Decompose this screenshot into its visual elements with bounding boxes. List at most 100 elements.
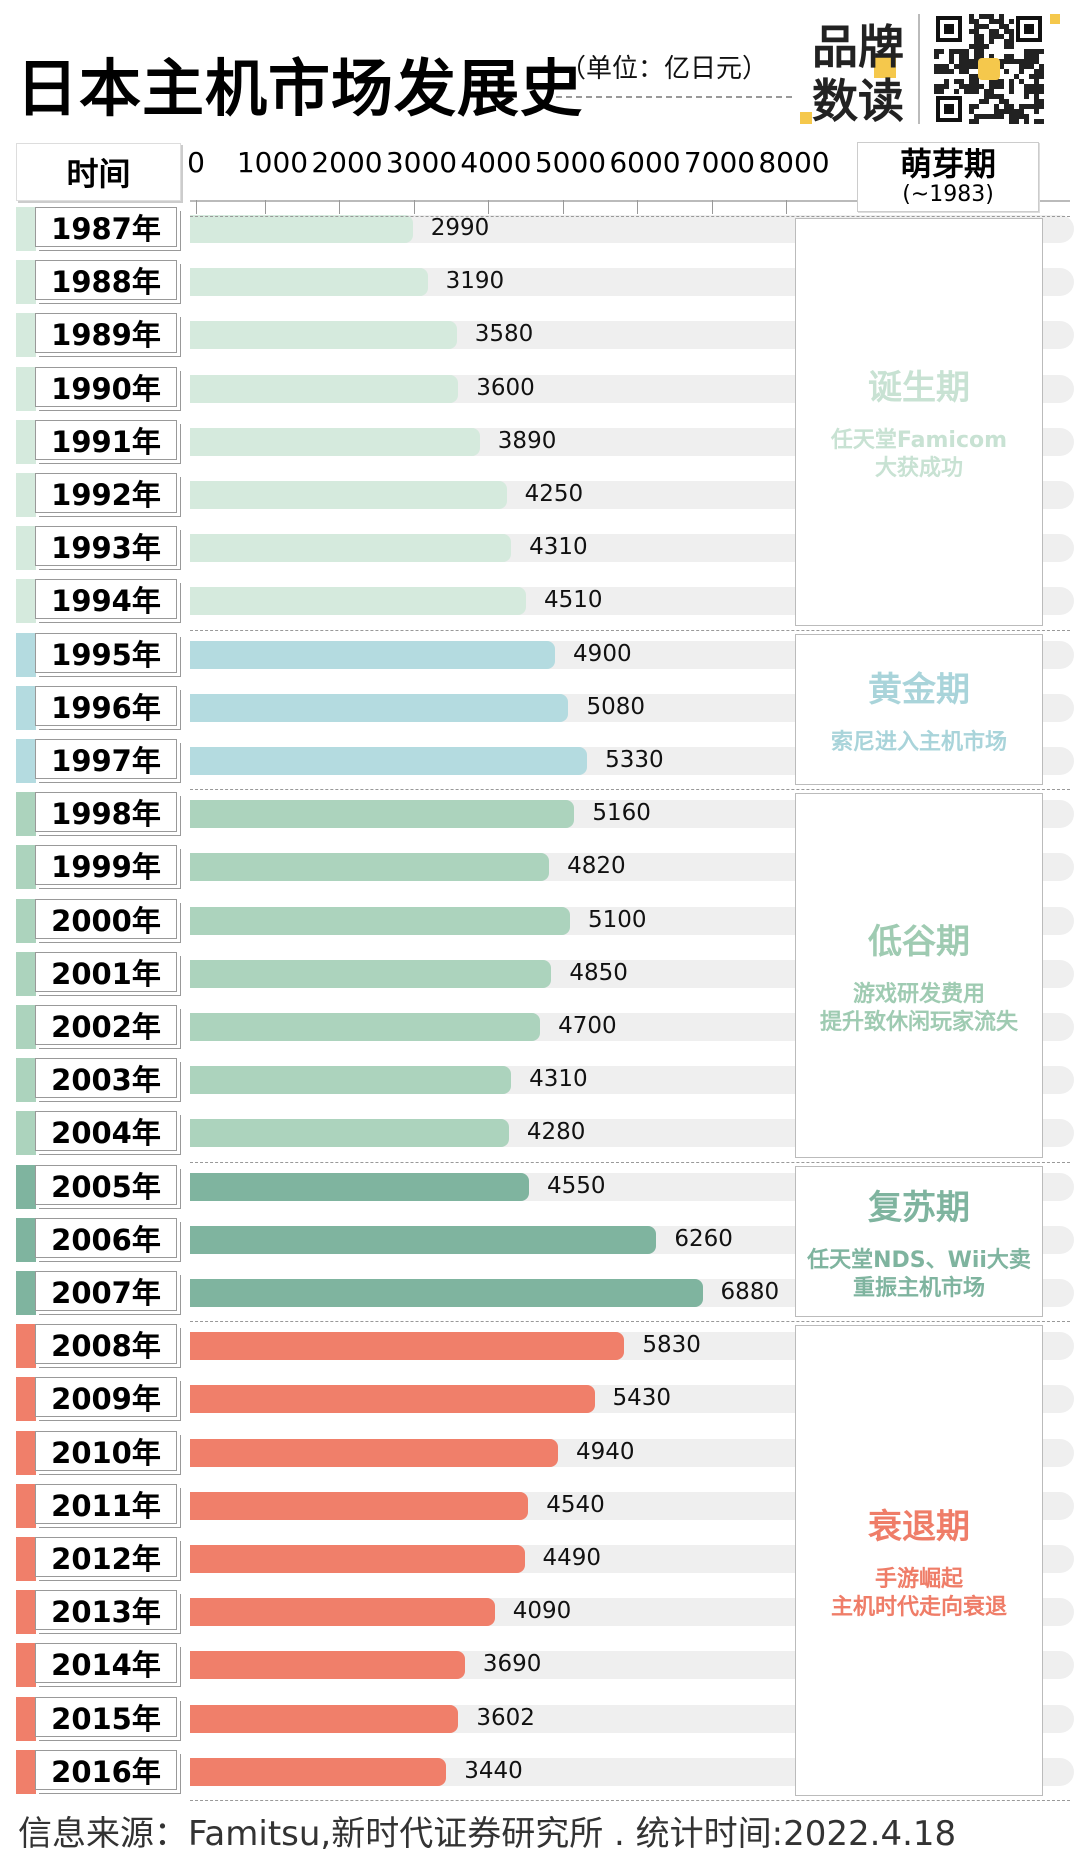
year-label: 1992年 (35, 473, 177, 513)
year-label: 1995年 (35, 632, 177, 673)
year-label: 2008年 (35, 1324, 177, 1365)
x-tick-label: 5000 (534, 146, 607, 179)
period-name: 萌芽期 (899, 145, 996, 183)
period-color-strip (16, 1164, 36, 1209)
period-color-strip (16, 207, 36, 251)
bar (190, 1757, 447, 1786)
year-label: 2006年 (35, 1217, 177, 1258)
period-color-strip (16, 1696, 36, 1741)
year-label: 2000年 (35, 898, 177, 939)
x-tick-mark (196, 200, 197, 214)
x-tick-mark (264, 200, 266, 214)
bar (190, 959, 552, 988)
data-label: 4310 (529, 1066, 588, 1093)
x-tick-mark (786, 200, 787, 214)
data-label: 5330 (605, 747, 664, 773)
bar (190, 481, 507, 509)
period-color-strip (16, 685, 36, 730)
group-divider (190, 789, 1070, 791)
bar (190, 800, 575, 829)
data-label: 5100 (587, 906, 647, 933)
group-divider (190, 1321, 1070, 1323)
data-label: 4550 (546, 1172, 606, 1199)
year-label: 1990年 (35, 366, 177, 407)
bar (190, 587, 526, 616)
x-tick-mark (711, 200, 713, 214)
data-label: 3580 (474, 321, 534, 348)
period-color-strip (16, 473, 36, 517)
unit-label: （单位：亿日元） (560, 54, 769, 84)
period-color-strip (16, 260, 36, 305)
x-tick-mark (488, 200, 489, 214)
data-label: 5160 (592, 800, 651, 827)
bar (190, 1598, 495, 1627)
year-label: 2010年 (35, 1430, 177, 1471)
period-description: 任天堂Famicom (830, 428, 1008, 454)
group-divider (190, 1800, 1070, 1801)
bar (190, 215, 413, 243)
period-color-strip (16, 1058, 36, 1103)
period-name: 低谷期 (868, 921, 970, 962)
data-label: 4510 (543, 587, 603, 614)
data-label: 3602 (476, 1704, 535, 1731)
period-color-strip (16, 1537, 36, 1581)
x-tick-label: 3000 (385, 146, 458, 179)
bar (190, 1704, 459, 1733)
year-label: 1991年 (35, 419, 177, 460)
data-label: 4090 (512, 1598, 572, 1625)
period-header-sprout: 萌芽期 (~1983) (857, 142, 1039, 212)
page-title: 日本主机市场发展史 (16, 52, 584, 125)
period-color-strip (16, 1483, 36, 1528)
bar (190, 1545, 525, 1573)
period-description: 游戏研发费用 (852, 981, 985, 1007)
period-name: 黄金期 (868, 669, 970, 710)
data-label: 3440 (464, 1757, 523, 1784)
period-description: 提升致休闲玩家流失 (819, 1009, 1018, 1035)
x-tick-label: 0 (187, 146, 205, 179)
group-divider (190, 629, 1070, 631)
bar (190, 1491, 529, 1520)
year-label: 2012年 (35, 1537, 177, 1577)
x-tick-label: 6000 (609, 146, 681, 179)
year-label: 2011年 (35, 1483, 177, 1524)
x-tick-mark (339, 200, 340, 214)
group-divider (190, 1161, 1070, 1163)
bar (190, 1225, 657, 1254)
period-color-strip (16, 419, 36, 464)
year-label: 2002年 (35, 1005, 177, 1045)
period-box: 诞生期 任天堂Famicom 大获成功 (795, 218, 1043, 626)
period-color-strip (16, 366, 36, 411)
period-color-strip (16, 1590, 36, 1635)
bar (190, 321, 457, 350)
data-label: 4250 (524, 481, 584, 507)
x-tick-label: 1000 (236, 146, 309, 179)
data-label: 5080 (586, 693, 645, 720)
bar (190, 534, 512, 563)
source-footer: 信息来源：Famitsu,新时代证券研究所 . 统计时间:2022.4.18 (18, 1814, 957, 1854)
period-color-strip (16, 1430, 36, 1475)
bar (190, 747, 588, 775)
year-label: 1988年 (35, 260, 177, 301)
period-color-strip (16, 792, 36, 837)
bar (190, 1279, 703, 1307)
qr-code-icon (934, 14, 1044, 124)
bar (190, 1651, 465, 1680)
logo-accent (800, 112, 812, 124)
data-label: 4820 (567, 853, 626, 880)
period-color-strip (16, 1111, 36, 1156)
divider (556, 96, 792, 98)
data-label: 3890 (497, 427, 557, 454)
period-description: 手游崛起 (874, 1567, 963, 1593)
period-name: 复苏期 (868, 1187, 970, 1228)
period-box: 低谷期游戏研发费用 提升致休闲玩家流失 (795, 793, 1043, 1158)
x-tick-label: 4000 (460, 146, 532, 179)
divider (918, 14, 920, 124)
bar (190, 640, 556, 669)
x-tick-label: 7000 (683, 146, 756, 179)
brand-name: 品牌数读 (812, 20, 904, 128)
logo-accent (1050, 14, 1060, 24)
period-color-strip (16, 579, 36, 624)
period-color-strip (16, 1643, 36, 1688)
year-label: 2003年 (35, 1058, 177, 1099)
bar (190, 1013, 541, 1041)
